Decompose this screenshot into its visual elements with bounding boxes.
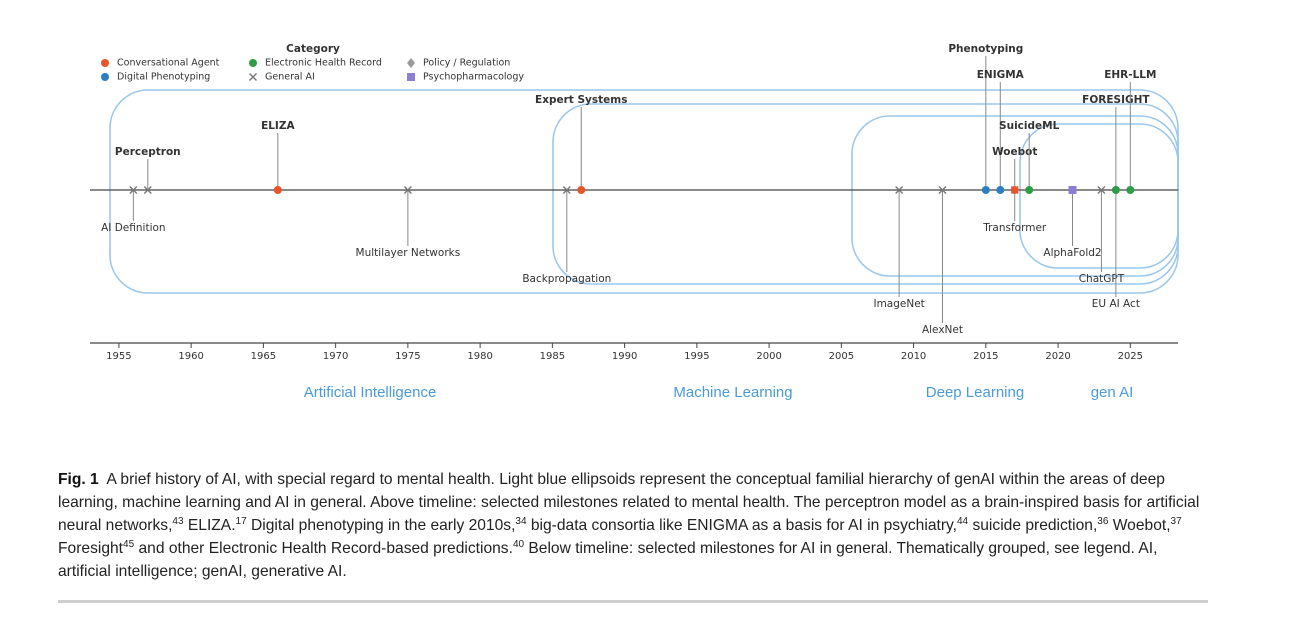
- legend-label: Digital Phenotyping: [117, 72, 210, 83]
- x-tick-label: 1955: [106, 351, 131, 362]
- event-label: Expert Systems: [535, 94, 627, 106]
- event-label: Phenotyping: [948, 43, 1023, 55]
- genai-ellipsoid: [1019, 123, 1179, 269]
- event-marker: [1068, 186, 1077, 194]
- legend-marker: [249, 59, 257, 67]
- caption-text: big-data consortia like ENIGMA as a basi…: [526, 517, 957, 534]
- caption-text: A brief history of AI, with special rega…: [58, 471, 1200, 534]
- legend-label: Conversational Agent: [117, 58, 220, 69]
- citation: 17: [235, 515, 247, 527]
- event-label: ELIZA: [261, 120, 295, 132]
- legend-label: Psychopharmacology: [423, 72, 524, 83]
- event-marker: [996, 186, 1005, 194]
- era-label: gen AI: [1091, 384, 1134, 401]
- caption-text: ELIZA.: [183, 517, 236, 534]
- citation: 34: [515, 515, 527, 527]
- legend-marker: [407, 58, 415, 68]
- caption: Fig. 1 A brief history of AI, with speci…: [58, 468, 1210, 583]
- chart: Category Conversational Agent Digital Phe…: [90, 43, 1179, 401]
- event-marker: [273, 186, 282, 194]
- legend-title: Category: [286, 43, 340, 55]
- legend-marker: [101, 59, 109, 67]
- event-label: Backpropagation: [522, 273, 611, 285]
- event-label: EU AI Act: [1092, 298, 1140, 310]
- caption-text: and other Electronic Health Record-based…: [134, 540, 513, 557]
- event-label: AI Definition: [101, 222, 165, 234]
- event-label: ENIGMA: [977, 69, 1025, 81]
- event-label: AlexNet: [922, 324, 963, 336]
- x-tick-label: 1975: [395, 351, 420, 362]
- caption-text: Foresight: [58, 540, 124, 557]
- citation: 40: [512, 538, 525, 550]
- event-label: EHR-LLM: [1104, 69, 1156, 81]
- x-tick-label: 2020: [1045, 351, 1070, 362]
- event-marker: [403, 185, 412, 195]
- legend-marker: [248, 72, 258, 82]
- event-label: Transformer: [982, 222, 1047, 234]
- event-marker: [1025, 186, 1034, 194]
- event-marker: [1126, 186, 1135, 194]
- x-tick-label: 2005: [829, 351, 854, 362]
- caption-text: Digital phenotyping in the early 2010s,: [246, 517, 516, 534]
- x-tick-label: 1985: [540, 351, 565, 362]
- era-label: Deep Learning: [926, 384, 1024, 401]
- event-marker: [938, 185, 947, 195]
- legend-label: Electronic Health Record: [265, 58, 382, 69]
- citation: 45: [123, 538, 135, 550]
- event-label: ChatGPT: [1079, 273, 1125, 285]
- caption-text: Woebot,: [1108, 517, 1171, 534]
- event-label: AlphaFold2: [1043, 247, 1101, 259]
- x-tick-label: 1960: [178, 351, 203, 362]
- legend-marker: [101, 73, 109, 81]
- event-marker: [577, 186, 586, 194]
- era-label: Machine Learning: [673, 384, 792, 401]
- x-tick-label: 1980: [467, 351, 492, 362]
- event-marker: [895, 185, 904, 195]
- citation: 37: [1170, 515, 1182, 527]
- event-label: Perceptron: [115, 146, 181, 158]
- citation: 43: [172, 515, 184, 527]
- era-label: Artificial Intelligence: [304, 384, 437, 401]
- event-label: FORESIGHT: [1082, 94, 1150, 106]
- event-label: SuicideML: [999, 120, 1060, 132]
- event-marker: [981, 186, 990, 194]
- x-tick-label: 2010: [901, 351, 926, 362]
- citation: 44: [957, 515, 969, 527]
- caption-text: suicide prediction,: [968, 517, 1098, 534]
- event-marker: [143, 185, 152, 195]
- x-tick-label: 2000: [756, 351, 781, 362]
- event-label: Multilayer Networks: [356, 247, 461, 259]
- caption-body: A brief history of AI, with special rega…: [58, 471, 1199, 580]
- event-label: Woebot: [992, 146, 1037, 158]
- event-marker: [1010, 186, 1019, 194]
- hierarchy-ellipsoids: [109, 89, 1179, 294]
- event-label: ImageNet: [873, 298, 924, 310]
- x-tick-label: 2015: [973, 351, 998, 362]
- legend-marker: [407, 73, 415, 81]
- legend-label: General AI: [265, 72, 315, 83]
- event-marker: [1097, 185, 1106, 195]
- event-marker: [562, 185, 571, 195]
- event-marker: [129, 185, 138, 195]
- x-tick-label: 1995: [684, 351, 709, 362]
- legend-label: Policy / Regulation: [423, 58, 510, 69]
- citation: 36: [1097, 515, 1109, 527]
- x-tick-label: 1990: [612, 351, 637, 362]
- caption-label: Fig. 1: [58, 471, 99, 488]
- x-tick-label: 1970: [323, 351, 348, 362]
- event-marker: [1111, 186, 1120, 194]
- x-tick-label: 1965: [251, 351, 276, 362]
- caption-text: Below timeline: selected milestones for …: [58, 540, 1158, 580]
- separator: [58, 600, 1208, 603]
- x-tick-label: 2025: [1118, 351, 1143, 362]
